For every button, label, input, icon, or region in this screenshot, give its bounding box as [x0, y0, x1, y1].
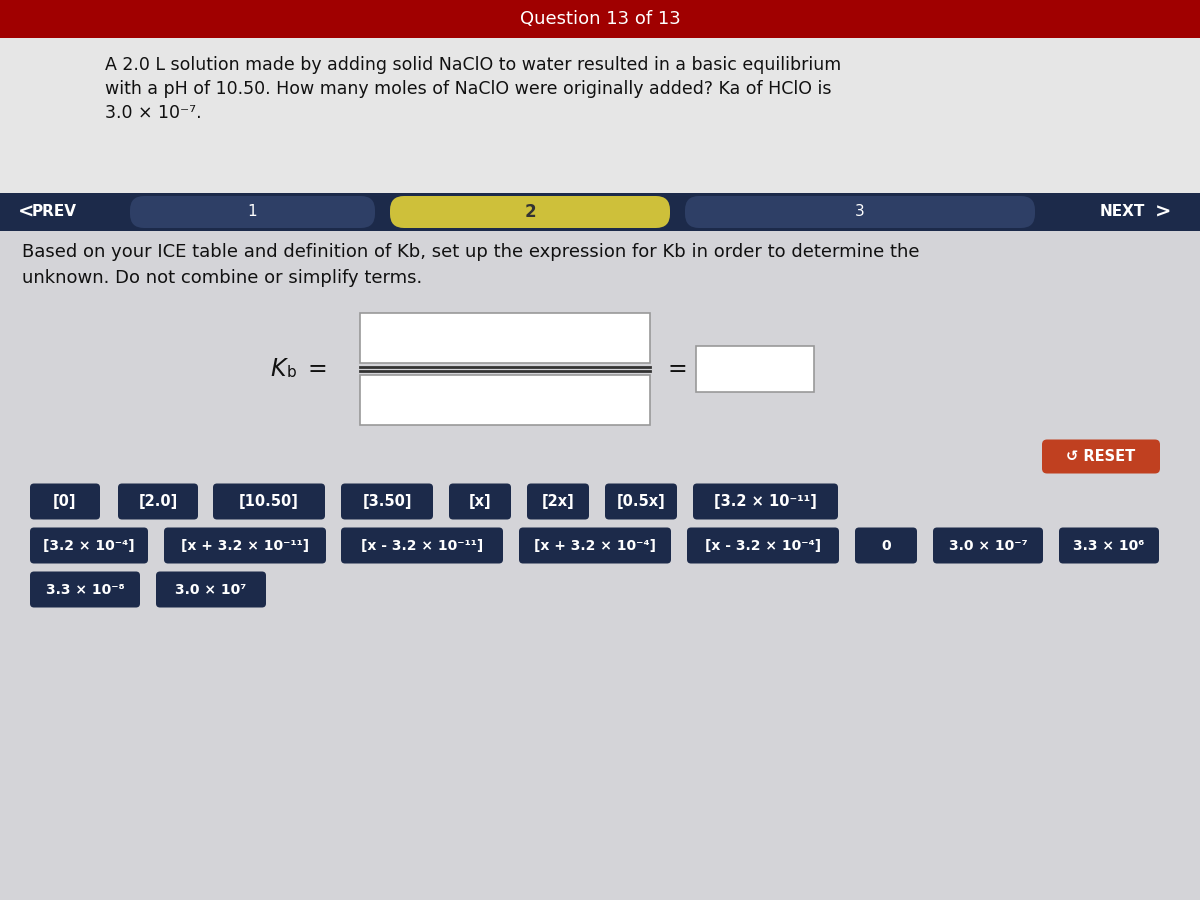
FancyBboxPatch shape — [1042, 439, 1160, 473]
FancyBboxPatch shape — [30, 572, 140, 608]
Text: A 2.0 L solution made by adding solid NaClO to water resulted in a basic equilib: A 2.0 L solution made by adding solid Na… — [106, 56, 841, 74]
FancyBboxPatch shape — [341, 527, 503, 563]
Text: b: b — [287, 365, 296, 380]
Text: 3.3 × 10⁶: 3.3 × 10⁶ — [1073, 538, 1145, 553]
Text: ↺ RESET: ↺ RESET — [1067, 449, 1135, 464]
Text: =: = — [308, 356, 328, 381]
FancyBboxPatch shape — [685, 196, 1034, 228]
FancyBboxPatch shape — [694, 483, 838, 519]
FancyBboxPatch shape — [854, 527, 917, 563]
FancyBboxPatch shape — [390, 196, 670, 228]
FancyBboxPatch shape — [605, 483, 677, 519]
FancyBboxPatch shape — [934, 527, 1043, 563]
Text: PREV: PREV — [32, 204, 77, 220]
Text: [2x]: [2x] — [541, 494, 575, 509]
Text: >: > — [1154, 202, 1171, 221]
FancyBboxPatch shape — [696, 346, 814, 392]
FancyBboxPatch shape — [1060, 527, 1159, 563]
Text: [x + 3.2 × 10⁻⁴]: [x + 3.2 × 10⁻⁴] — [534, 538, 656, 553]
FancyBboxPatch shape — [0, 38, 1200, 193]
Text: 1: 1 — [247, 204, 257, 220]
Text: with a pH of 10.50. How many moles of NaClO were originally added? Ka of HClO is: with a pH of 10.50. How many moles of Na… — [106, 80, 832, 98]
FancyBboxPatch shape — [360, 313, 650, 363]
FancyBboxPatch shape — [30, 483, 100, 519]
FancyBboxPatch shape — [118, 483, 198, 519]
Text: [0.5x]: [0.5x] — [617, 494, 665, 509]
Text: [x - 3.2 × 10⁻¹¹]: [x - 3.2 × 10⁻¹¹] — [361, 538, 484, 553]
Text: 3.0 × 10⁻⁷.: 3.0 × 10⁻⁷. — [106, 104, 202, 122]
Text: <: < — [18, 202, 35, 221]
FancyBboxPatch shape — [520, 527, 671, 563]
Text: 2: 2 — [524, 203, 536, 221]
Text: 3: 3 — [856, 204, 865, 220]
FancyBboxPatch shape — [527, 483, 589, 519]
Text: K: K — [270, 356, 286, 381]
FancyBboxPatch shape — [360, 374, 650, 425]
Text: [0]: [0] — [53, 494, 77, 509]
Text: [x + 3.2 × 10⁻¹¹]: [x + 3.2 × 10⁻¹¹] — [181, 538, 310, 553]
FancyBboxPatch shape — [686, 527, 839, 563]
FancyBboxPatch shape — [0, 0, 1200, 38]
FancyBboxPatch shape — [449, 483, 511, 519]
FancyBboxPatch shape — [0, 193, 1200, 231]
FancyBboxPatch shape — [341, 483, 433, 519]
Text: [2.0]: [2.0] — [138, 494, 178, 509]
Text: 0: 0 — [881, 538, 890, 553]
FancyBboxPatch shape — [30, 527, 148, 563]
Text: [3.50]: [3.50] — [362, 494, 412, 509]
Text: 3.0 × 10⁻⁷: 3.0 × 10⁻⁷ — [949, 538, 1027, 553]
Text: [10.50]: [10.50] — [239, 494, 299, 509]
FancyBboxPatch shape — [214, 483, 325, 519]
Text: NEXT: NEXT — [1100, 204, 1145, 220]
Text: =: = — [668, 356, 688, 381]
Text: 3.0 × 10⁷: 3.0 × 10⁷ — [175, 582, 247, 597]
FancyBboxPatch shape — [164, 527, 326, 563]
Text: 3.3 × 10⁻⁸: 3.3 × 10⁻⁸ — [46, 582, 125, 597]
Text: [3.2 × 10⁻⁴]: [3.2 × 10⁻⁴] — [43, 538, 134, 553]
Text: [x - 3.2 × 10⁻⁴]: [x - 3.2 × 10⁻⁴] — [704, 538, 821, 553]
Text: Question 13 of 13: Question 13 of 13 — [520, 10, 680, 28]
Text: unknown. Do not combine or simplify terms.: unknown. Do not combine or simplify term… — [22, 269, 422, 287]
FancyBboxPatch shape — [156, 572, 266, 608]
Text: Based on your ICE table and definition of Kb, set up the expression for Kb in or: Based on your ICE table and definition o… — [22, 243, 919, 261]
Text: [x]: [x] — [469, 494, 491, 509]
FancyBboxPatch shape — [130, 196, 374, 228]
Text: [3.2 × 10⁻¹¹]: [3.2 × 10⁻¹¹] — [714, 494, 817, 509]
